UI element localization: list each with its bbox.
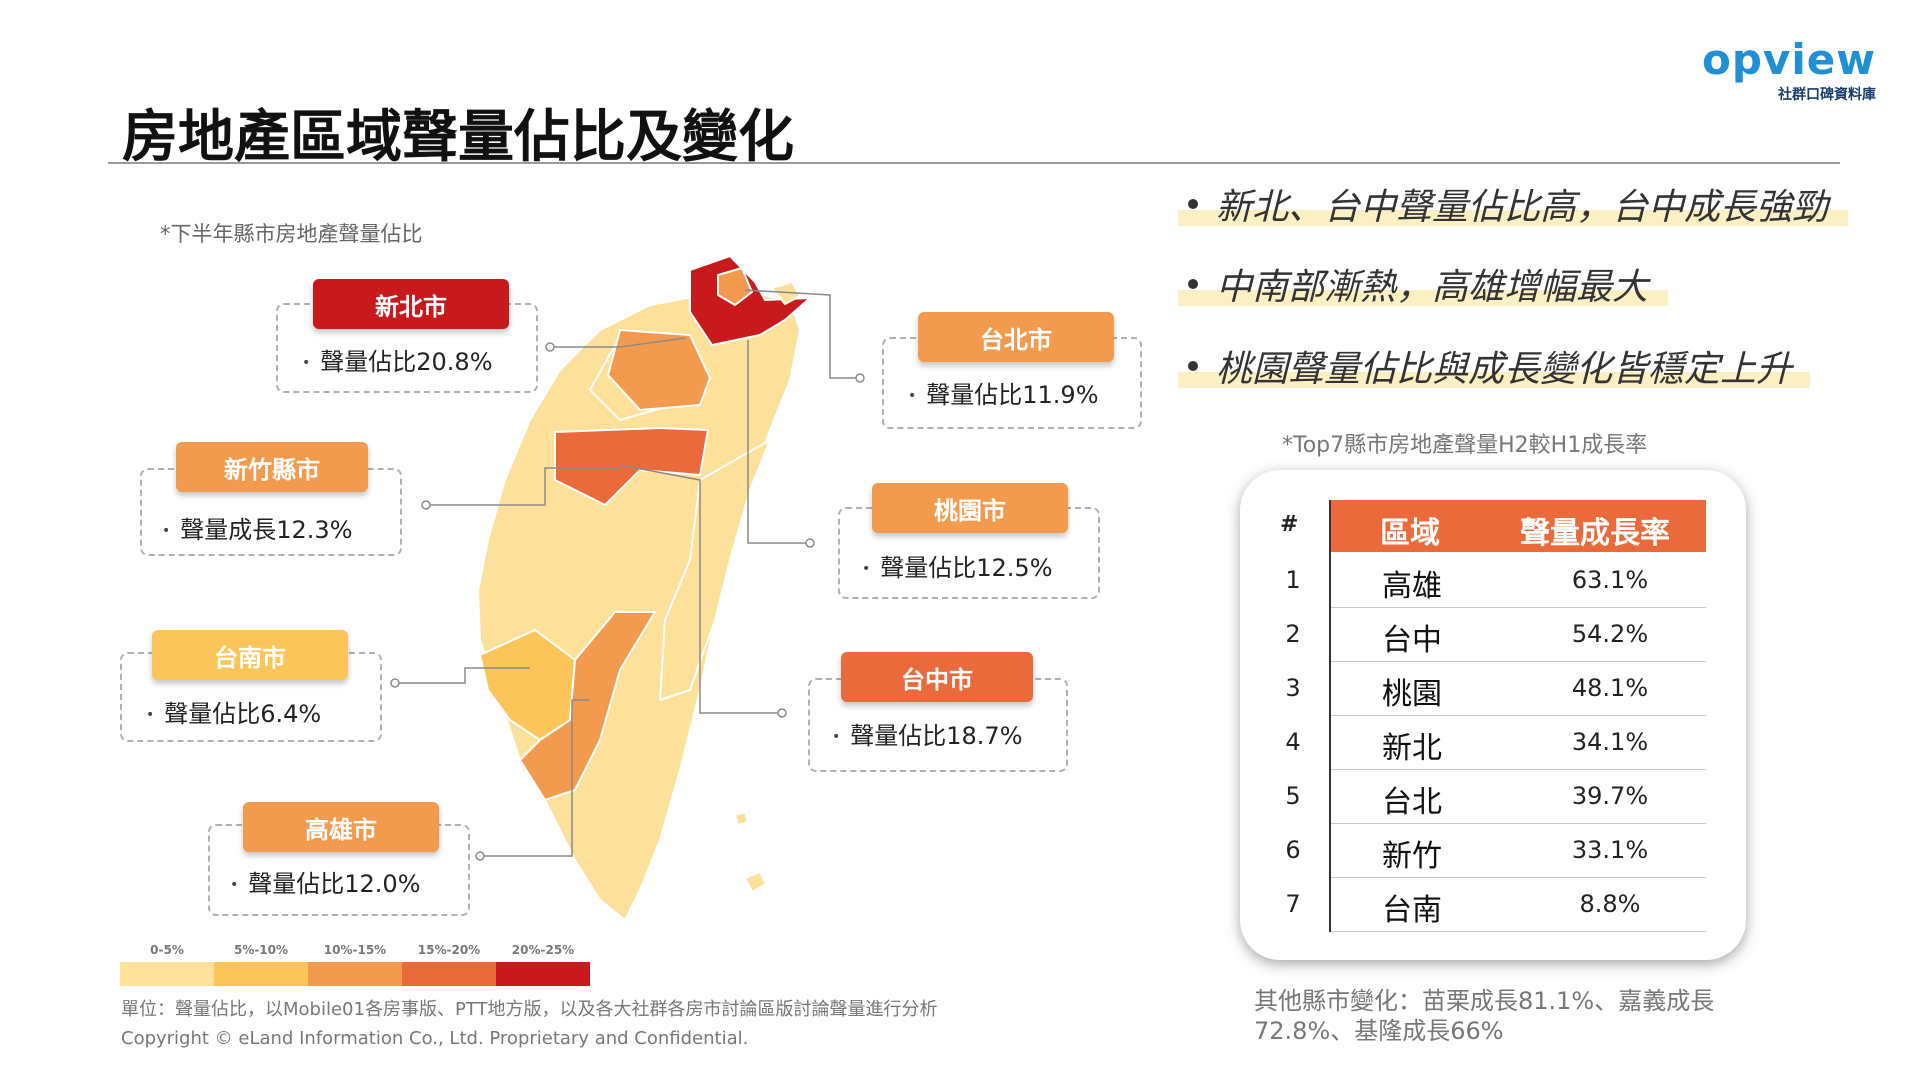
map-region-green-island: [734, 811, 749, 826]
legend-swatch: [496, 962, 590, 986]
bullet-2: 中南部漸熱，高雄增幅最大: [1216, 267, 1649, 308]
legend-label: 10%-15%: [323, 943, 387, 957]
bullet-3: 桃園聲量佔比與成長變化皆穩定上升: [1216, 349, 1793, 390]
logo-wordmark: opview: [1702, 35, 1876, 84]
connector-taipei: [744, 289, 860, 379]
copyright-text: Copyright © eLand Information Co., Ltd. …: [121, 1028, 749, 1049]
row-divider: [1331, 823, 1706, 824]
row-rate: 48.1%: [1571, 674, 1649, 702]
legend-swatch: [120, 962, 214, 986]
table-col-hash: #: [1280, 512, 1299, 537]
row-rank: 7: [1285, 890, 1301, 918]
row-region: 高雄: [1382, 569, 1442, 604]
label-value-kaohsiung: 聲量佔比12.0%: [230, 864, 420, 899]
legend-label: 0-5%: [150, 943, 184, 957]
connector-hsinchu: [426, 467, 620, 506]
legend-swatch: [402, 962, 496, 986]
other-counties-note: 其他縣市變化：苗栗成長81.1%、嘉義成長72.8%、基隆成長66%: [1254, 987, 1715, 1045]
row-divider: [1331, 877, 1706, 878]
row-rate: 63.1%: [1571, 566, 1649, 594]
row-rank: 1: [1285, 566, 1301, 594]
label-value-hsinchu: 聲量成長12.3%: [162, 510, 352, 545]
connector-taoyuan: [747, 340, 810, 544]
map-region-taichung: [554, 427, 709, 506]
row-rank: 2: [1285, 620, 1301, 648]
row-divider: [1331, 769, 1706, 770]
row-rank: 6: [1285, 836, 1301, 864]
table-col-rate: 聲量成長率: [1520, 516, 1670, 551]
map-region-kaohsiung: [519, 611, 656, 801]
map-region-east: [659, 439, 771, 701]
map-region-hsinchu: [589, 334, 691, 421]
connector-tainan: [395, 667, 530, 684]
legend-labels: 0-5% 5%-10% 10%-15% 15%-20% 20%-25%: [120, 943, 590, 957]
bullet-highlight: [1178, 290, 1668, 306]
row-divider: [1331, 715, 1706, 716]
row-region: 桃園: [1382, 677, 1442, 712]
row-rate: 54.2%: [1571, 620, 1649, 648]
legend-swatch: [214, 962, 308, 986]
connector-taichung: [619, 464, 782, 714]
label-tag-tainan: 台南市: [152, 630, 348, 680]
row-region: 新北: [1382, 731, 1442, 766]
table-caption: *Top7縣市房地產聲量H2較H1成長率: [1282, 433, 1648, 458]
title-divider: [108, 162, 1840, 164]
row-divider: [1331, 661, 1706, 662]
bullet-dot: [1188, 361, 1198, 371]
map-region-taipei: [717, 267, 753, 306]
label-tag-taoyuan: 桃園市: [872, 483, 1068, 533]
map-region-tainan: [479, 629, 576, 741]
logo-subtitle: 社群口碑資料庫: [1778, 87, 1876, 103]
row-region: 新竹: [1382, 839, 1442, 874]
row-rank: 4: [1285, 728, 1301, 756]
label-value-new-taipei: 聲量佔比20.8%: [302, 342, 492, 377]
row-rate: 34.1%: [1571, 728, 1649, 756]
row-divider: [1331, 607, 1706, 608]
bullet-highlight: [1178, 372, 1810, 388]
row-rate: 39.7%: [1571, 782, 1649, 810]
label-tag-hsinchu: 新竹縣市: [176, 442, 368, 492]
connector-new-taipei: [550, 337, 686, 348]
row-region: 台北: [1382, 785, 1442, 820]
connector-kaohsiung: [480, 699, 590, 857]
legend-label: 20%-25%: [511, 943, 575, 957]
map-region-taoyuan: [607, 329, 711, 411]
label-tag-taipei: 台北市: [918, 312, 1114, 362]
row-rank: 5: [1285, 782, 1301, 810]
page-title: 房地產區域聲量佔比及變化: [122, 104, 794, 170]
source-footnote: 單位：聲量佔比，以Mobile01各房事版、PTT地方版，以及各大社群各房市討論…: [121, 999, 938, 1020]
bullet-1: 新北、台中聲量佔比高，台中成長強勁: [1216, 187, 1829, 228]
map-caption: *下半年縣市房地產聲量佔比: [160, 222, 423, 246]
row-rank: 3: [1285, 674, 1301, 702]
row-rate: 8.8%: [1579, 890, 1641, 918]
table-header: [1330, 500, 1706, 552]
map-region-new-taipei: [689, 255, 811, 346]
bullet-dot: [1188, 279, 1198, 289]
label-tag-kaohsiung: 高雄市: [243, 802, 439, 852]
legend-swatch: [308, 962, 402, 986]
bullet-highlight: [1178, 210, 1848, 226]
table-vertical-rule: [1329, 500, 1331, 932]
label-value-tainan: 聲量佔比6.4%: [146, 694, 321, 729]
label-tag-taichung: 台中市: [841, 652, 1033, 702]
map-region-keelung: [771, 281, 801, 305]
label-value-taichung: 聲量佔比18.7%: [832, 716, 1022, 751]
bullet-dot: [1188, 199, 1198, 209]
row-rate: 33.1%: [1571, 836, 1649, 864]
label-tag-new-taipei: 新北市: [313, 279, 509, 329]
legend-label: 5%-10%: [233, 943, 289, 957]
label-value-taipei: 聲量佔比11.9%: [908, 375, 1098, 410]
table-col-region: 區域: [1380, 516, 1440, 551]
label-value-taoyuan: 聲量佔比12.5%: [862, 548, 1052, 583]
row-region: 台中: [1382, 623, 1442, 658]
legend-label: 15%-20%: [417, 943, 481, 957]
opview-logo: opview 社群口碑資料庫: [1702, 38, 1876, 104]
row-divider: [1331, 931, 1706, 932]
legend-color-bar: [120, 962, 590, 986]
map-region-lanyu: [744, 871, 767, 893]
row-region: 台南: [1382, 893, 1442, 928]
